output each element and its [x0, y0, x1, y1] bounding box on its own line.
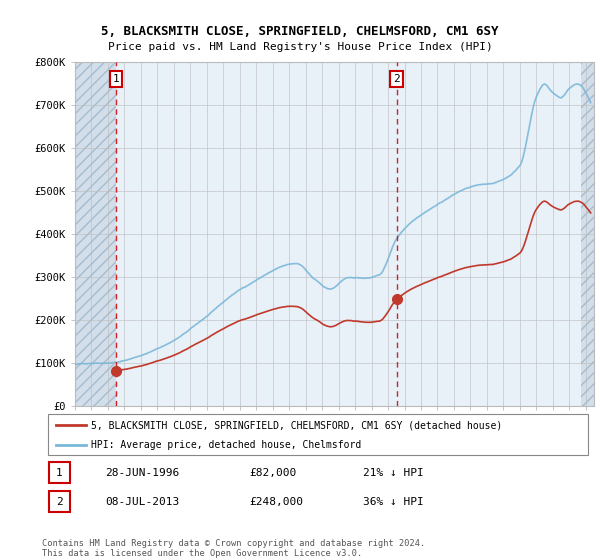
Text: HPI: Average price, detached house, Chelmsford: HPI: Average price, detached house, Chel… [91, 440, 361, 450]
Text: 2: 2 [56, 497, 63, 507]
FancyBboxPatch shape [49, 491, 70, 512]
Text: 08-JUL-2013: 08-JUL-2013 [105, 497, 179, 507]
Text: Price paid vs. HM Land Registry's House Price Index (HPI): Price paid vs. HM Land Registry's House … [107, 42, 493, 52]
Text: 21% ↓ HPI: 21% ↓ HPI [363, 468, 424, 478]
Text: Contains HM Land Registry data © Crown copyright and database right 2024.
This d: Contains HM Land Registry data © Crown c… [42, 539, 425, 558]
Text: 28-JUN-1996: 28-JUN-1996 [105, 468, 179, 478]
Text: £82,000: £82,000 [249, 468, 296, 478]
FancyBboxPatch shape [48, 414, 588, 455]
Text: 1: 1 [113, 74, 119, 84]
Text: 5, BLACKSMITH CLOSE, SPRINGFIELD, CHELMSFORD, CM1 6SY: 5, BLACKSMITH CLOSE, SPRINGFIELD, CHELMS… [101, 25, 499, 38]
Text: 1: 1 [56, 468, 63, 478]
Text: £248,000: £248,000 [249, 497, 303, 507]
Text: 36% ↓ HPI: 36% ↓ HPI [363, 497, 424, 507]
Text: 2: 2 [393, 74, 400, 84]
Text: 5, BLACKSMITH CLOSE, SPRINGFIELD, CHELMSFORD, CM1 6SY (detached house): 5, BLACKSMITH CLOSE, SPRINGFIELD, CHELMS… [91, 421, 502, 430]
FancyBboxPatch shape [49, 462, 70, 483]
